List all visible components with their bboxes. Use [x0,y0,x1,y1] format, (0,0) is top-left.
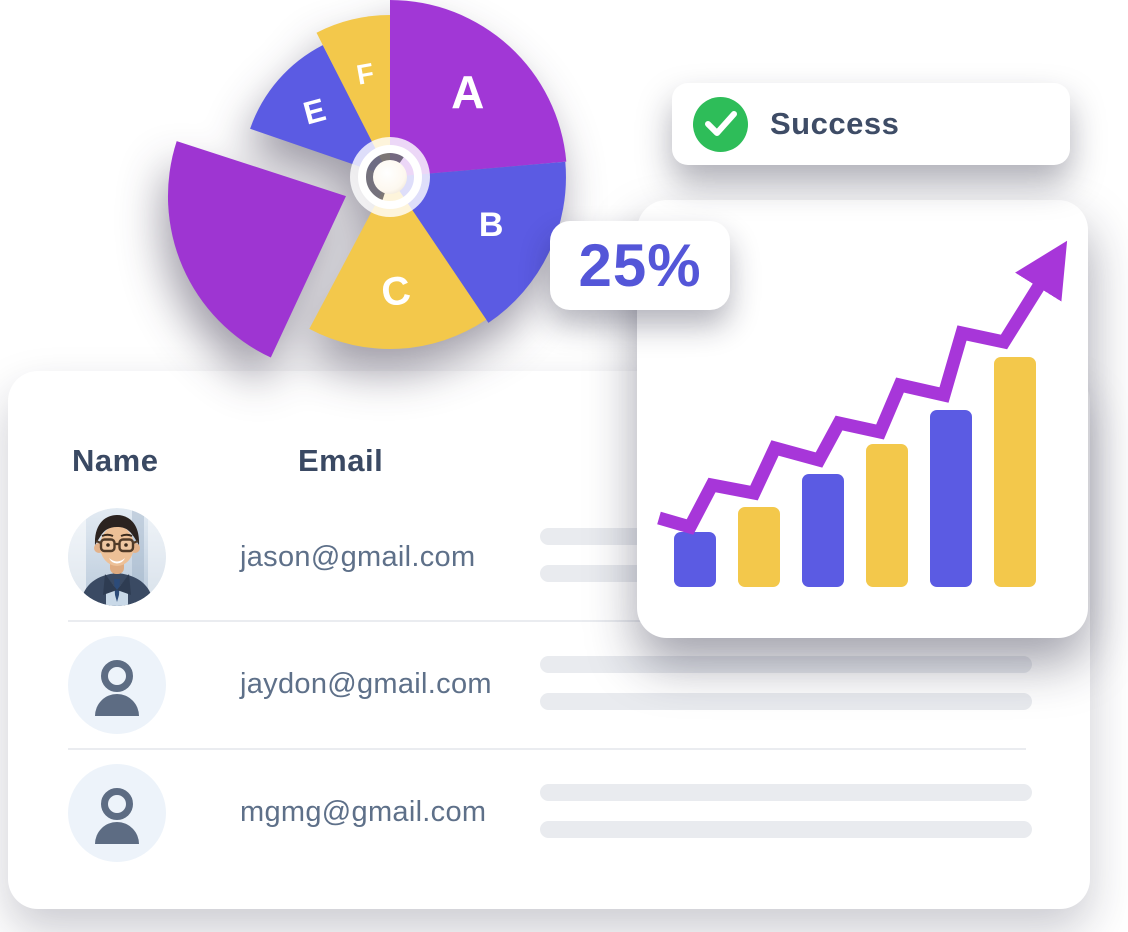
column-header-name: Name [72,443,159,478]
person-icon [95,660,139,716]
avatar-placeholder [68,764,166,862]
row-divider [68,620,1026,622]
success-badge: Success [672,83,1070,165]
pie-slice [167,141,346,358]
pie-slice [390,0,567,177]
row-divider [68,748,1026,750]
placeholder-line [540,693,1032,710]
bar [930,410,972,587]
pie-slice [316,15,390,177]
pie-slice [250,45,390,177]
percent-badge: 25% [550,221,730,310]
male-portrait-illustration [68,508,166,606]
pie-slice-label: A [451,66,484,118]
checkmark-icon [704,111,737,136]
pie-slice-label: C [379,268,414,316]
placeholder-line [540,784,1032,801]
pie-slice-label: F [354,57,376,91]
person-icon [95,788,139,844]
trend-arrow [657,240,1068,535]
pie-slice-label: B [479,206,504,244]
placeholder-line [540,656,1032,673]
bar [866,444,908,587]
check-circle-icon [693,96,748,152]
percent-value: 25% [578,232,702,299]
bar-series [674,357,1036,587]
email-cell: jaydon@gmail.com [240,668,492,700]
avatar-placeholder [68,636,166,734]
pie-center-ornament [350,137,430,217]
email-cell: jason@gmail.com [240,541,476,573]
email-cell: mgmg@gmail.com [240,796,487,828]
column-header-email: Email [298,443,384,478]
pie-slice [390,161,566,323]
bar [802,474,844,587]
bar [674,532,716,587]
bar [994,357,1036,587]
bar-chart [657,240,1068,587]
avatar-photo [68,508,166,606]
success-label: Success [770,106,900,141]
bar [738,507,780,587]
placeholder-line [540,821,1032,838]
pie-slice [309,177,487,350]
